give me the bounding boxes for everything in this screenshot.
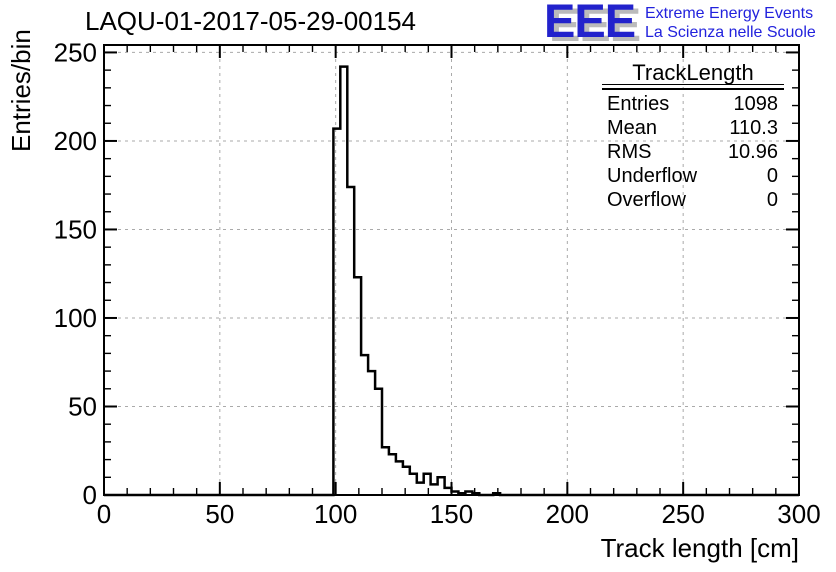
x-axis-title: Track length [cm] <box>601 533 799 563</box>
x-tick-label: 50 <box>205 499 234 529</box>
x-tick-label: 300 <box>777 499 820 529</box>
y-tick-label: 250 <box>54 37 97 67</box>
gridlines <box>104 45 799 495</box>
y-tick-label: 150 <box>54 214 97 244</box>
stats-value: 110.3 <box>729 117 778 139</box>
x-tick-label: 0 <box>97 499 111 529</box>
eee-logo-tagline-line2: La Scienza nelle Scuole <box>645 24 816 41</box>
eee-logo-tagline-line1: Extreme Energy Events <box>645 5 814 22</box>
y-tick-label: 50 <box>68 391 97 421</box>
plot-title: LAQU-01-2017-05-29-00154 <box>85 6 416 36</box>
y-tick-label: 100 <box>54 303 97 333</box>
y-tick-label: 0 <box>83 480 97 510</box>
axis-ticks <box>104 45 799 495</box>
plot-frame <box>103 44 800 496</box>
x-tick-labels: 0 50 100 150 200 250 300 <box>97 499 821 529</box>
x-tick-label: 200 <box>546 499 589 529</box>
stats-row-underflow: Underflow 0 <box>602 164 784 188</box>
y-tick-labels: 0 50 100 150 200 250 <box>54 37 97 510</box>
stats-label: Entries <box>607 93 670 115</box>
stats-row-overflow: Overflow 0 <box>602 188 784 212</box>
stats-box: TrackLength Entries 1098 Mean 110.3 RMS … <box>602 62 784 212</box>
stats-box-title: TrackLength <box>602 62 784 85</box>
stats-row-entries: Entries 1098 <box>602 92 784 116</box>
x-tick-label: 100 <box>314 499 357 529</box>
stats-box-separator <box>602 85 784 90</box>
y-axis-title: Entries/bin <box>6 29 36 152</box>
stats-value: 0 <box>766 189 778 211</box>
stats-label: Mean <box>607 117 658 139</box>
stats-value: 0 <box>766 165 778 187</box>
x-tick-label: 250 <box>661 499 704 529</box>
eee-logo-acronym: EEE <box>544 0 636 47</box>
y-tick-label: 200 <box>54 126 97 156</box>
stats-value: 10.96 <box>727 141 778 163</box>
stats-value: 1098 <box>733 93 779 115</box>
stats-row-mean: Mean 110.3 <box>602 116 784 140</box>
x-tick-label: 150 <box>430 499 473 529</box>
stats-row-rms: RMS 10.96 <box>602 140 784 164</box>
stats-label: Underflow <box>607 165 698 187</box>
stats-label: Overflow <box>607 189 686 211</box>
eee-logo-tagline: Extreme Energy Events La Scienza nelle S… <box>645 4 816 42</box>
stats-label: RMS <box>607 141 652 163</box>
histogram-path <box>104 65 799 497</box>
